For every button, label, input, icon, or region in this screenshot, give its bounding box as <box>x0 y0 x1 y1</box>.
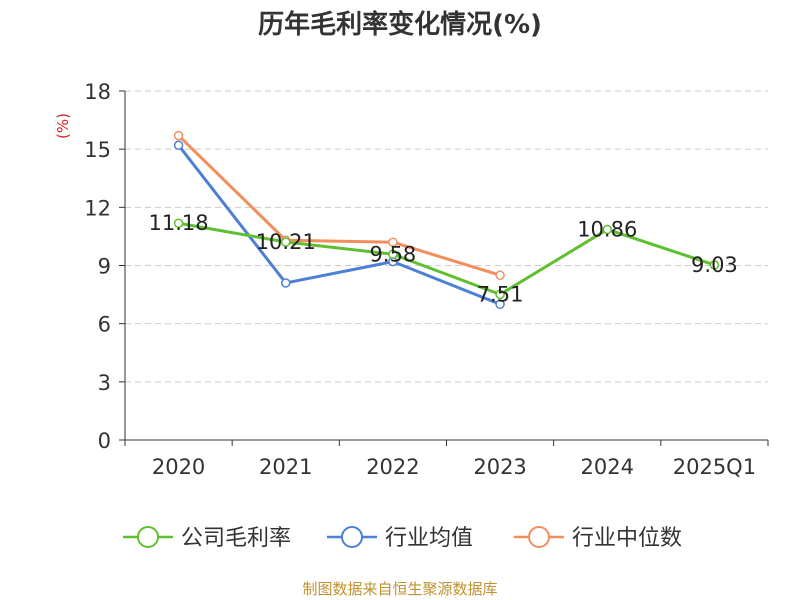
x-tick-label-2: 2022 <box>366 455 419 479</box>
legend-marker-0 <box>137 526 159 548</box>
series-1-point-3 <box>495 299 505 310</box>
series-line-0 <box>178 221 715 296</box>
y-tick-label-6: 18 <box>84 80 111 104</box>
series-line-2 <box>177 134 501 277</box>
legend-label-1: 行业均值 <box>385 526 473 551</box>
grid-lines <box>125 90 768 383</box>
x-tick-label-4: 2024 <box>581 455 634 479</box>
chart-title: 历年毛利率变化情况(%) <box>258 10 542 40</box>
data-label-0: 11.18 <box>149 211 209 235</box>
y-tick-label-1: 3 <box>98 371 111 395</box>
data-label-5: 9.03 <box>691 253 738 277</box>
legend-label-2: 行业中位数 <box>572 526 682 551</box>
series-2-point-2 <box>388 237 398 247</box>
legend: 公司毛利率 行业均值 行业中位数 <box>123 526 682 551</box>
x-tick-label-5: 2025Q1 <box>673 455 756 479</box>
y-tick-label-2: 6 <box>98 313 111 337</box>
legend-marker-2 <box>528 526 550 548</box>
series-1-point-0 <box>173 140 184 151</box>
y-tick-label-5: 15 <box>84 138 111 162</box>
series-lines <box>173 130 720 310</box>
x-tick-label-3: 2023 <box>473 455 526 479</box>
series-2-point-3 <box>495 270 505 280</box>
series-line-1 <box>177 144 501 306</box>
series-1-point-1 <box>281 278 291 288</box>
y-tick-label-0: 0 <box>98 429 111 453</box>
legend-marker-1 <box>341 526 363 548</box>
x-tick-label-0: 2020 <box>152 455 205 479</box>
data-label-1: 10.21 <box>256 230 316 254</box>
y-tick-label-4: 12 <box>84 196 111 220</box>
series-0-point-1 <box>281 237 291 247</box>
series-0-point-3 <box>495 289 505 300</box>
x-tick-label-1: 2021 <box>259 455 312 479</box>
source-note: 制图数据来自恒生聚源数据库 <box>302 580 498 598</box>
y-axis-label: (%) <box>54 113 72 139</box>
data-label-3: 7.51 <box>477 282 524 306</box>
series-0-point-0 <box>173 218 184 228</box>
axes: 0 3 6 9 12 15 18 2020 2021 2022 2023 2024 2025Q1 <box>84 80 769 479</box>
y-tick-label-3: 9 <box>98 255 111 279</box>
data-label-4: 10.86 <box>577 217 637 241</box>
series-0-point-5 <box>709 260 720 270</box>
series-0-point-2 <box>388 249 398 260</box>
data-labels: 11.18 10.21 9.58 7.51 10.86 9.03 <box>149 211 738 306</box>
series-0-point-4 <box>602 224 612 235</box>
series-2-point-0 <box>173 130 184 141</box>
legend-label-0: 公司毛利率 <box>181 526 291 551</box>
data-label-2: 9.58 <box>370 242 417 266</box>
